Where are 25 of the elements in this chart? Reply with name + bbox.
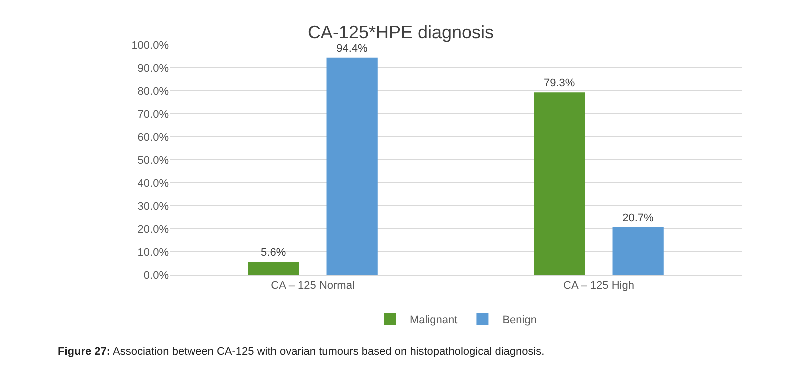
data-label: 5.6% <box>261 247 286 260</box>
bar <box>326 58 378 275</box>
y-tick-label: 20.0% <box>138 224 170 236</box>
x-tick-label: CA – 125 High <box>564 280 634 292</box>
legend-label: Malignant <box>410 314 458 327</box>
data-label: 79.3% <box>544 78 576 90</box>
y-tick-label: 80.0% <box>138 86 170 98</box>
bar <box>534 92 586 275</box>
y-tick-label: 60.0% <box>138 132 170 144</box>
bar <box>248 262 300 275</box>
x-tick-label: CA – 125 Normal <box>271 280 355 292</box>
chart-title: CA-125*HPE diagnosis <box>308 22 494 42</box>
y-tick-label: 40.0% <box>138 178 170 190</box>
data-label: 94.4% <box>336 42 368 55</box>
y-tick-label: 0.0% <box>144 270 170 282</box>
y-tick-label: 10.0% <box>138 246 170 259</box>
bar <box>612 227 664 275</box>
legend-label: Benign <box>502 314 537 327</box>
y-tick-label: 70.0% <box>138 108 170 121</box>
y-tick-label: 100.0% <box>132 40 170 52</box>
y-tick-label: 30.0% <box>138 200 170 213</box>
y-tick-label: 90.0% <box>138 62 170 75</box>
caption: Figure 27: Association between CA-125 with ovarian tumours based on histopathological diagnosis. <box>58 346 545 358</box>
y-tick-label: 50.0% <box>138 154 170 167</box>
data-label: 20.7% <box>622 212 654 224</box>
